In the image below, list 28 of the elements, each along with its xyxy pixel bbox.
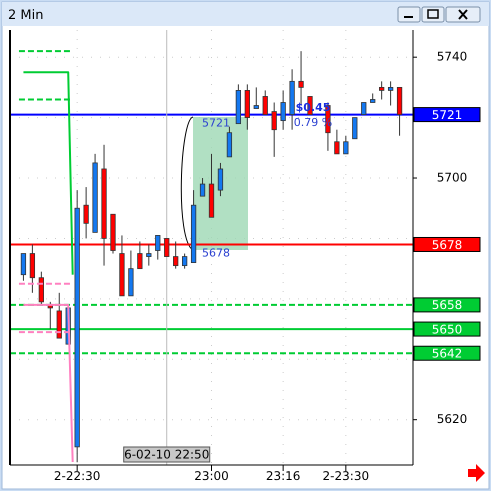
- candlestick: [272, 102, 277, 158]
- candlestick: [200, 178, 206, 197]
- y-tick-label: 5740: [436, 49, 468, 64]
- x-tick-label: 2-22:30: [54, 469, 100, 483]
- candlestick: [280, 90, 286, 130]
- candlestick: [155, 234, 160, 260]
- candlestick: [218, 162, 224, 197]
- chart-title: 2 Min: [8, 8, 44, 23]
- candlestick: [20, 253, 26, 282]
- ref-line-label: 5678: [432, 238, 462, 252]
- ref-line-label: 5642: [432, 346, 462, 361]
- annotation: 5721: [202, 116, 230, 130]
- candlestick: [83, 186, 89, 239]
- candlestick: [262, 90, 268, 116]
- x-tick-label: 23:00: [194, 469, 229, 483]
- candlestick: [254, 86, 259, 110]
- ref-line-label: 5721: [432, 108, 462, 122]
- annotation: 0.79 %: [294, 116, 332, 130]
- x-tick-label: 23:16: [266, 469, 300, 483]
- candlestick: [146, 244, 152, 266]
- ref-line-label: 5650: [432, 322, 462, 336]
- ref-line-label: 5658: [432, 298, 462, 312]
- candlestick: [182, 253, 188, 270]
- y-tick-label: 5700: [436, 170, 468, 184]
- ref-line-label: 6-02-10 22:50: [124, 447, 210, 462]
- x-tick-label: 2-23:30: [322, 469, 370, 483]
- annotation: 5678: [202, 246, 230, 260]
- y-tick-label: 5620: [436, 412, 468, 426]
